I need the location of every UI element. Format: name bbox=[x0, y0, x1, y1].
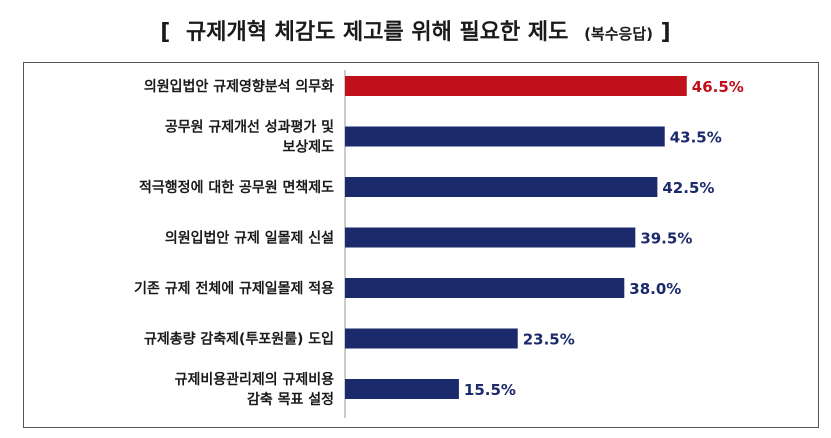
chart-title: [ 규제개혁 체감도 제고를 위해 필요한 제도 (복수응답) ] bbox=[0, 14, 831, 46]
bar-3 bbox=[345, 177, 658, 197]
category-label-1: 의원입법안 규제영향분석 의무화 bbox=[144, 78, 334, 95]
value-label-6: 23.5% bbox=[523, 331, 575, 349]
value-label-2: 43.5% bbox=[670, 129, 722, 147]
category-label-line: 규제총량 감축제(투포원룰) 도입 bbox=[144, 331, 334, 348]
category-label-line: 의원입법안 규제 일몰제 신설 bbox=[165, 230, 334, 247]
bar-4 bbox=[345, 227, 636, 248]
category-label-line: 의원입법안 규제영향분석 의무화 bbox=[144, 78, 334, 95]
category-label-line: 기존 규제 전체에 규제일몰제 적용 bbox=[134, 280, 334, 297]
bar-6 bbox=[345, 328, 518, 349]
category-label-line: 공무원 규제개선 성과평가 및 bbox=[165, 119, 334, 136]
value-label-4: 39.5% bbox=[640, 230, 692, 248]
value-label-5: 38.0% bbox=[629, 280, 681, 298]
value-label-3: 42.5% bbox=[662, 179, 714, 197]
category-label-6: 규제총량 감축제(투포원룰) 도입 bbox=[144, 331, 334, 348]
category-label-3: 적극행정에 대한 공무원 면책제도 bbox=[139, 179, 334, 196]
value-label-1: 46.5% bbox=[692, 78, 744, 96]
value-label-7: 15.5% bbox=[464, 381, 516, 399]
category-label-line: 적극행정에 대한 공무원 면책제도 bbox=[139, 179, 334, 196]
title-main: 규제개혁 체감도 제고를 위해 필요한 제도 bbox=[186, 20, 569, 45]
bar-1 bbox=[345, 76, 687, 96]
category-label-line: 규제비용관리제의 규제비용 bbox=[175, 371, 335, 388]
title-note: (복수응답) bbox=[584, 25, 653, 43]
title-open-bracket: [ bbox=[160, 20, 171, 45]
bar-7 bbox=[345, 379, 459, 399]
category-label-line: 보상제도 bbox=[282, 140, 334, 156]
category-label-5: 기존 규제 전체에 규제일몰제 적용 bbox=[134, 280, 334, 297]
title-close-bracket: ] bbox=[660, 20, 671, 45]
category-label-line: 감축 목표 설정 bbox=[247, 391, 334, 408]
chart-frame bbox=[23, 62, 819, 428]
category-label-4: 의원입법안 규제 일몰제 신설 bbox=[165, 230, 334, 247]
bar-5 bbox=[345, 278, 625, 298]
bar-2 bbox=[345, 126, 665, 147]
